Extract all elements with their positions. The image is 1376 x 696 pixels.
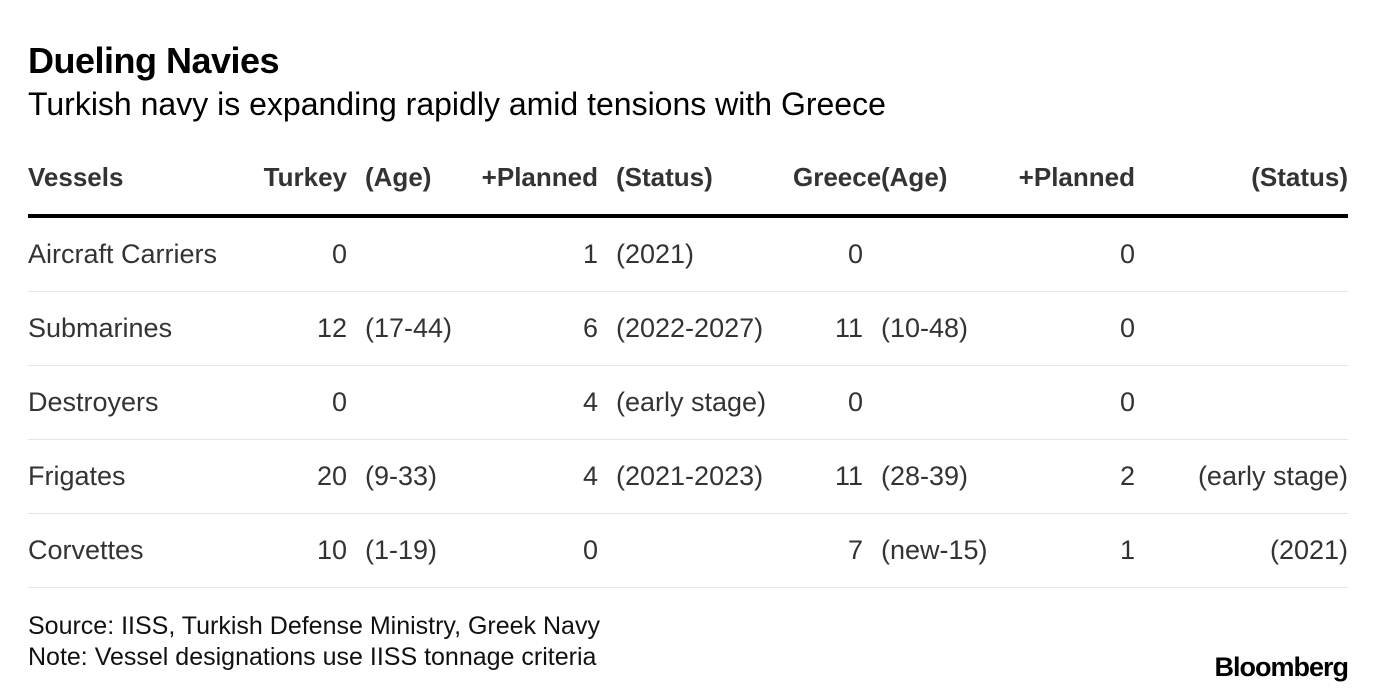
navies-table: Vessels Turkey (Age) +Planned (Status) G… [28, 140, 1348, 588]
header-vessels: Vessels [28, 140, 257, 218]
turkey-count: 0 [257, 216, 347, 292]
table-row: Corvettes 10 (1-19) 0 7 (new-15) 1 (2021… [28, 513, 1348, 588]
greece-status [1135, 365, 1348, 440]
vessel-type: Aircraft Carriers [28, 216, 257, 292]
page-title: Dueling Navies [28, 40, 280, 81]
greece-count: 11 [793, 291, 863, 366]
header-greece: Greece [793, 140, 881, 218]
turkey-status: (2021) [598, 216, 793, 292]
greece-count: 0 [793, 365, 863, 440]
table-row: Aircraft Carriers 0 1 (2021) 0 0 [28, 216, 1348, 292]
turkey-planned: 1 [453, 216, 598, 292]
table-row: Frigates 20 (9-33) 4 (2021-2023) 11 (28-… [28, 439, 1348, 514]
greece-status: (early stage) [1135, 439, 1348, 514]
greece-age: (10-48) [863, 291, 993, 366]
header-greece-planned: +Planned [993, 140, 1135, 218]
bloomberg-logo: Bloomberg [1214, 652, 1349, 682]
table-header-row: Vessels Turkey (Age) +Planned (Status) G… [28, 140, 1348, 218]
turkey-age: (1-19) [347, 513, 453, 588]
vessel-type: Corvettes [28, 513, 257, 588]
turkey-count: 12 [257, 291, 347, 366]
greece-age: (28-39) [863, 439, 993, 514]
greece-status [1135, 291, 1348, 366]
greece-age: (new-15) [863, 513, 993, 588]
greece-age [863, 216, 993, 292]
header-turkey-status: (Status) [598, 140, 793, 218]
source-line: Source: IISS, Turkish Defense Ministry, … [28, 612, 600, 640]
greece-status: (2021) [1135, 513, 1348, 588]
greece-planned: 0 [993, 291, 1135, 366]
greece-count: 7 [793, 513, 863, 588]
header-greece-age: (Age) [863, 140, 993, 218]
turkey-status: (2021-2023) [598, 439, 793, 514]
greece-age [863, 365, 993, 440]
table-row: Submarines 12 (17-44) 6 (2022-2027) 11 (… [28, 291, 1348, 366]
greece-planned: 2 [993, 439, 1135, 514]
turkey-age: (17-44) [347, 291, 453, 366]
note-line: Note: Vessel designations use IISS tonna… [28, 643, 597, 671]
greece-planned: 0 [993, 216, 1135, 292]
turkey-planned: 4 [453, 439, 598, 514]
page-subtitle: Turkish navy is expanding rapidly amid t… [28, 86, 886, 122]
turkey-status: (early stage) [598, 365, 793, 440]
turkey-age: (9-33) [347, 439, 453, 514]
turkey-age [347, 216, 453, 292]
greece-count: 11 [793, 439, 863, 514]
greece-planned: 0 [993, 365, 1135, 440]
header-greece-status: (Status) [1135, 140, 1348, 218]
turkey-age [347, 365, 453, 440]
greece-status [1135, 216, 1348, 292]
table-row: Destroyers 0 4 (early stage) 0 0 [28, 365, 1348, 440]
source-notes: Source: IISS, Turkish Defense Ministry, … [28, 611, 600, 673]
turkey-planned: 0 [453, 513, 598, 588]
vessel-type: Frigates [28, 439, 257, 514]
turkey-count: 10 [257, 513, 347, 588]
turkey-count: 20 [257, 439, 347, 514]
greece-count: 0 [793, 216, 863, 292]
turkey-planned: 4 [453, 365, 598, 440]
turkey-count: 0 [257, 365, 347, 440]
header-turkey-planned: +Planned [453, 140, 598, 218]
turkey-planned: 6 [453, 291, 598, 366]
header-turkey: Turkey [257, 140, 347, 218]
turkey-status: (2022-2027) [598, 291, 793, 366]
greece-planned: 1 [993, 513, 1135, 588]
turkey-status [598, 513, 793, 588]
vessel-type: Destroyers [28, 365, 257, 440]
vessel-type: Submarines [28, 291, 257, 366]
header-turkey-age: (Age) [347, 140, 453, 218]
